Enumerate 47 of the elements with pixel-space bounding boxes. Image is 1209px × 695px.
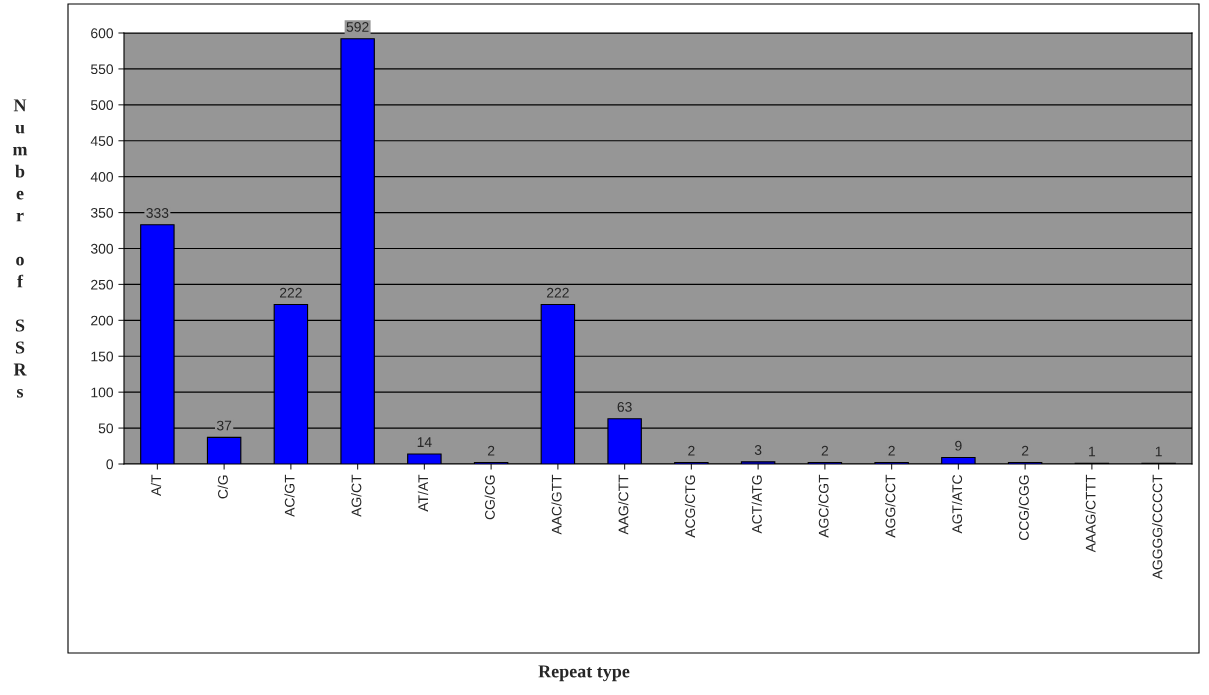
data-label: 333 xyxy=(146,208,169,218)
y-tick-label: 600 xyxy=(91,28,114,39)
x-tick-label: AG/CT xyxy=(351,474,362,517)
y-tick-label: 500 xyxy=(90,100,114,110)
data-label: 2 xyxy=(888,445,895,456)
data-label: 2 xyxy=(821,445,829,456)
data-label: 14 xyxy=(417,437,432,447)
y-tick-label: 50 xyxy=(98,423,114,434)
y-tick-label: 350 xyxy=(90,207,114,218)
x-tick-label: AAAG/CTTT xyxy=(1085,474,1096,553)
x-tick-label: CCG/CGG xyxy=(1018,475,1029,541)
x-tick-label: C/G xyxy=(217,475,228,499)
x-tick-label: AAG/CTT xyxy=(618,474,629,535)
x-axis-title: Repeat type xyxy=(538,665,630,682)
x-tick-label: AGG/CCT xyxy=(885,474,896,538)
y-tick-label: 100 xyxy=(91,387,114,398)
x-tick-label: AAC/GTT xyxy=(551,474,562,535)
x-tick-label: CG/CG xyxy=(484,475,495,520)
data-label: 9 xyxy=(955,440,962,451)
data-label: 222 xyxy=(546,287,569,298)
x-tick-label: AGGGG/CCCCT xyxy=(1152,474,1163,580)
x-tick-label: AGT/ATC xyxy=(951,474,963,534)
y-tick-label: 250 xyxy=(91,279,114,290)
y-tick-label: 400 xyxy=(90,172,114,182)
x-tick-label: AT/AT xyxy=(417,474,429,512)
data-label: 1 xyxy=(1155,446,1162,457)
x-tick-label: ACT/ATG xyxy=(751,475,762,534)
data-label: 222 xyxy=(279,287,302,298)
data-label: 2 xyxy=(1021,445,1029,456)
data-label: 592 xyxy=(346,22,369,32)
text: Number of SSRs xyxy=(12,99,28,398)
x-tick-label: AC/GT xyxy=(284,474,295,517)
data-label: 1 xyxy=(1089,446,1096,457)
y-tick-label: 150 xyxy=(91,351,114,362)
y-tick-label: 200 xyxy=(91,315,114,326)
data-label: 37 xyxy=(216,420,232,431)
y-tick-label: 450 xyxy=(90,136,114,146)
y-tick-label: 0 xyxy=(106,459,114,470)
data-label: 2 xyxy=(487,445,495,456)
x-tick-label: ACG/CTG xyxy=(684,475,696,538)
x-tick-label: AGC/CGT xyxy=(818,474,829,538)
x-tick-label: A/T xyxy=(150,474,162,496)
y-tick-label: 550 xyxy=(90,64,114,75)
y-tick-label: 300 xyxy=(90,243,114,254)
data-label: 3 xyxy=(754,445,762,455)
data-label: 63 xyxy=(617,402,632,412)
data-label: 2 xyxy=(688,445,695,456)
